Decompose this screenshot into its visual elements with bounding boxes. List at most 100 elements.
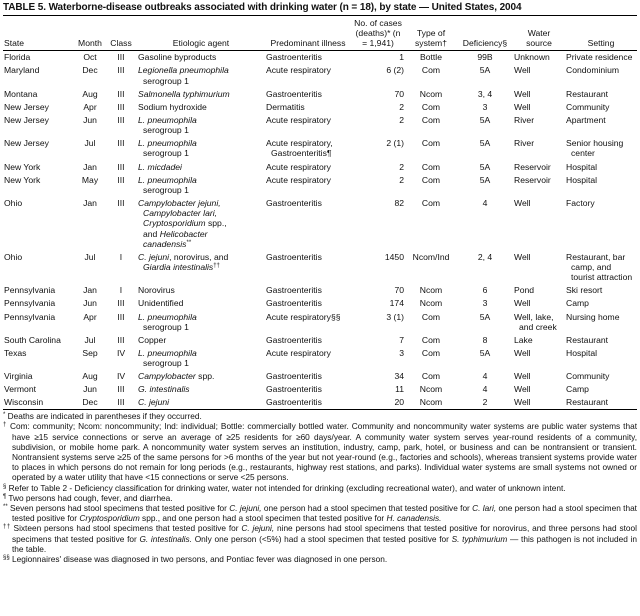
line: Gastroenteritis bbox=[266, 298, 322, 309]
cell-deficiency: 5A bbox=[479, 174, 491, 185]
footnotes: * Deaths are indicated in parentheses if… bbox=[3, 411, 637, 564]
cell-source: Lake bbox=[513, 333, 565, 346]
cell-state: Montana bbox=[4, 88, 38, 99]
line: Acute respiratory bbox=[266, 161, 331, 172]
agent-line: Unidentified bbox=[138, 298, 264, 308]
cell-month: Sep bbox=[82, 347, 98, 358]
agent-line: L. pneumophila bbox=[138, 312, 264, 322]
cell-state: Pennsylvania bbox=[4, 311, 56, 322]
agent-line: Cryptosporidium spp., bbox=[138, 218, 264, 228]
text-run: ** bbox=[186, 239, 192, 246]
footnote: §§ Legionnaires' disease was diagnosed i… bbox=[3, 554, 637, 564]
cell-system: Ncom bbox=[419, 384, 443, 395]
cell-cases: 1450 bbox=[384, 251, 404, 262]
line: Community bbox=[566, 101, 610, 112]
footnote: †† Sixteen persons had stool specimens t… bbox=[3, 523, 637, 554]
table-row: New York Jan III L. micdadei Acute respirato… bbox=[3, 160, 637, 173]
cell-deficiency: 2 bbox=[457, 396, 513, 411]
cell-system: Com bbox=[421, 138, 441, 149]
cell-cases: 20 bbox=[351, 396, 405, 411]
text-run: Gasoline byproducts bbox=[138, 52, 217, 63]
cell-month: Jun bbox=[83, 384, 97, 395]
cell-illness: Acute respiratory bbox=[265, 173, 351, 196]
cell-source: Well bbox=[513, 396, 565, 411]
text-run: serogroup 1 bbox=[143, 184, 189, 195]
cell-setting: Hospital bbox=[565, 160, 637, 173]
cell-agent: G. intestinalis bbox=[137, 383, 265, 396]
cell-cases: 2 bbox=[399, 174, 404, 185]
agent-line: C. jejuni, norovirus, and bbox=[138, 252, 264, 262]
line: Reservoir bbox=[514, 174, 551, 185]
line: Well bbox=[514, 384, 531, 395]
cell-state: New York bbox=[4, 174, 41, 185]
cell-state: Vermont bbox=[4, 384, 37, 395]
cell-deficiency: 4 bbox=[482, 371, 488, 382]
footnote: ¶ Two persons had cough, fever, and diar… bbox=[3, 493, 637, 503]
line: Gastroenteritis bbox=[266, 371, 322, 382]
footnote-mark: §§ bbox=[3, 554, 10, 561]
line: Camp bbox=[566, 298, 589, 309]
cell-cases: 1 bbox=[399, 52, 404, 63]
cell-cases: 2 bbox=[399, 114, 404, 125]
cell-deficiency: 3 bbox=[482, 298, 488, 309]
cell-agent: Campylobacter spp. bbox=[137, 370, 265, 383]
cell-system: Ncom bbox=[419, 285, 443, 296]
text-run: Deaths are indicated in parentheses if t… bbox=[7, 411, 202, 422]
text-run: serogroup 1 bbox=[143, 321, 189, 332]
cell-source: Unknown bbox=[513, 51, 565, 65]
line: Camp bbox=[566, 384, 589, 395]
line: Pond bbox=[514, 285, 535, 296]
text-run: Campylobacter jejuni, bbox=[138, 197, 221, 208]
cell-system: Ncom bbox=[419, 298, 443, 309]
text-run: Norovirus bbox=[138, 285, 175, 296]
footnote: ** Seven persons had stool specimens tha… bbox=[3, 503, 637, 523]
table-row: Vermont Jun III G. intestinalis Gastroenteri… bbox=[3, 383, 637, 396]
cell-deficiency: 5A bbox=[479, 114, 491, 125]
cell-agent: L. pneumophila serogroup 1 bbox=[137, 114, 265, 137]
text-run: Legionella pneumophila bbox=[138, 65, 229, 76]
cell-agent: L. pneumophila serogroup 1 bbox=[137, 310, 265, 333]
line: Acute respiratory, bbox=[266, 138, 333, 149]
header-system: Type of system† bbox=[405, 16, 457, 51]
line: Factory bbox=[566, 197, 595, 208]
cell-agent: C. jejuni bbox=[137, 396, 265, 411]
cell-state: Ohio bbox=[4, 251, 23, 262]
cell-month: Aug bbox=[82, 371, 98, 382]
cell-setting: Factory bbox=[565, 197, 637, 251]
header-cases: No. of cases (deaths)* (n = 1,941) bbox=[351, 16, 405, 51]
cell-source: Well bbox=[513, 383, 565, 396]
cell-deficiency: 3 bbox=[482, 101, 488, 112]
cell-class: III bbox=[117, 334, 125, 345]
line: Community bbox=[566, 371, 610, 382]
text-run: Copper bbox=[138, 334, 167, 345]
table-row: Texas Sep IV L. pneumophila serogroup 1 Acute… bbox=[3, 347, 637, 370]
line: Gastroenteritis bbox=[266, 52, 322, 63]
line: Reservoir bbox=[514, 161, 551, 172]
cell-state: New Jersey bbox=[4, 138, 49, 149]
line: Acute respiratory bbox=[266, 347, 331, 358]
text-run: Sodium hydroxide bbox=[138, 101, 207, 112]
cell-setting: Restaurant, bar camp, and tourist attracti… bbox=[565, 250, 637, 284]
cell-cases: 70 bbox=[394, 88, 404, 99]
agent-line: serogroup 1 bbox=[138, 358, 264, 368]
table-row: Virginia Aug IV Campylobacter spp. Gastroent… bbox=[3, 370, 637, 383]
footnote-mark: † bbox=[3, 422, 7, 429]
cell-month: Jan bbox=[83, 161, 97, 172]
header-state: State bbox=[3, 16, 75, 51]
cell-system: Com bbox=[421, 311, 441, 322]
text-run: Only one person (<5%) had a stool specim… bbox=[191, 533, 452, 544]
text-run: canadensis bbox=[143, 238, 187, 249]
cell-agent: L. micdadei bbox=[137, 160, 265, 173]
header-month: Month bbox=[75, 16, 105, 51]
text-run: serogroup 1 bbox=[143, 148, 189, 159]
cell-month: Dec bbox=[75, 396, 105, 411]
cell-class: IV bbox=[116, 347, 126, 358]
line: Hospital bbox=[566, 161, 598, 172]
cell-deficiency: 3, 4 bbox=[477, 88, 493, 99]
cell-cases: 2 (1) bbox=[386, 138, 404, 149]
footnote: † Com: community; Ncom: noncommunity; In… bbox=[3, 421, 637, 482]
text-run: S. typhimurium bbox=[451, 533, 508, 544]
cell-source: Well bbox=[513, 370, 565, 383]
cell-cases: 2 bbox=[399, 101, 404, 112]
